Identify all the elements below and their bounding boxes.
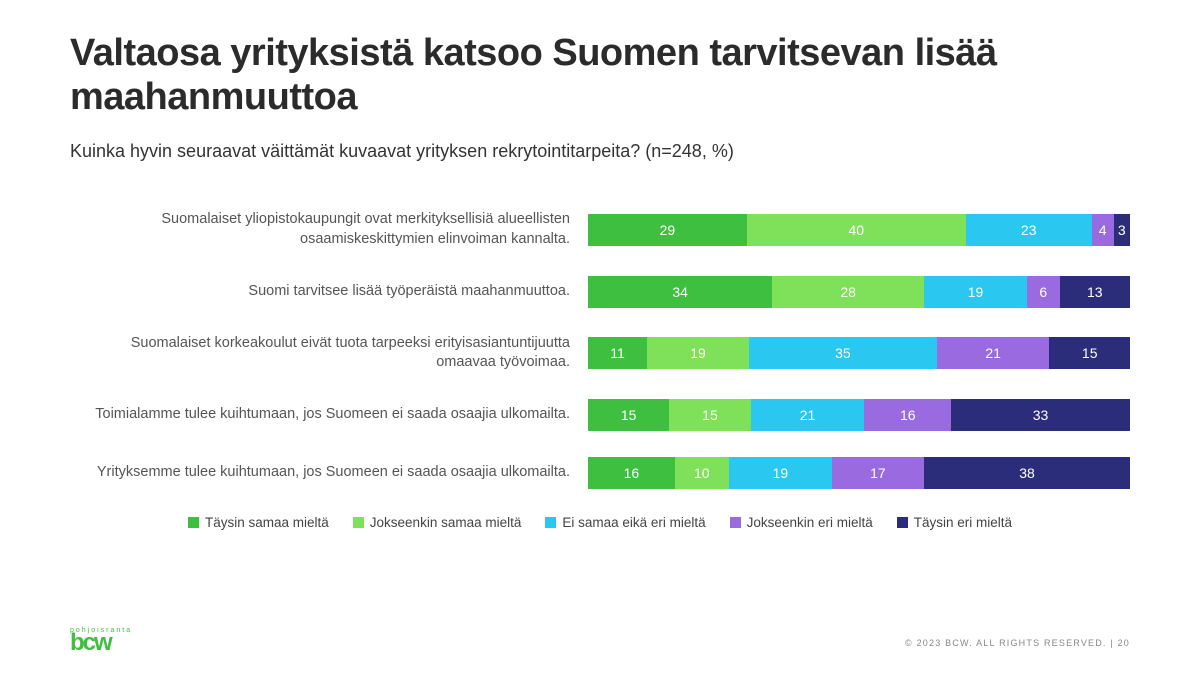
chart-row: Suomalaiset korkeakoulut eivät tuota tar… [70,334,1130,373]
bar-segment: 29 [588,214,747,246]
legend-label: Jokseenkin samaa mieltä [370,515,522,530]
legend-label: Täysin samaa mieltä [205,515,329,530]
bar-segment: 16 [588,457,675,489]
chart-row: Suomi tarvitsee lisää työperäistä maahan… [70,276,1130,308]
stacked-bar: 342819613 [588,276,1130,308]
legend-swatch [188,517,199,528]
chart-row: Yrityksemme tulee kuihtumaan, jos Suomee… [70,457,1130,489]
bar-segment: 40 [747,214,966,246]
legend-swatch [897,517,908,528]
bar-segment: 10 [675,457,729,489]
legend-item: Täysin samaa mieltä [188,515,329,530]
logo-text: bcw [70,629,111,656]
row-label: Suomalaiset korkeakoulut eivät tuota tar… [70,334,588,373]
legend-item: Ei samaa eikä eri mieltä [545,515,705,530]
legend-swatch [730,517,741,528]
bar-segment: 21 [937,337,1050,369]
row-label: Suomi tarvitsee lisää työperäistä maahan… [70,282,588,302]
legend-swatch [353,517,364,528]
bar-segment: 17 [832,457,924,489]
row-label: Toimialamme tulee kuihtumaan, jos Suomee… [70,405,588,425]
bar-segment: 34 [588,276,772,308]
bar-segment: 6 [1027,276,1060,308]
footer-logo: pohjoisranta bcw [70,629,132,652]
footer-copyright: © 2023 BCW. ALL RIGHTS RESERVED. | 20 [905,638,1130,648]
legend-label: Ei samaa eikä eri mieltä [562,515,705,530]
legend-item: Jokseenkin samaa mieltä [353,515,522,530]
bar-segment: 19 [729,457,832,489]
bar-segment: 11 [588,337,647,369]
bar-segment: 15 [669,399,750,431]
bar-segment: 35 [749,337,937,369]
stacked-bar-chart: Suomalaiset yliopistokaupungit ovat merk… [70,210,1130,488]
legend-label: Jokseenkin eri mieltä [747,515,873,530]
bar-segment: 28 [772,276,924,308]
bar-segment: 3 [1114,214,1130,246]
bcw-logo: pohjoisranta bcw [70,629,132,652]
bar-segment: 23 [966,214,1092,246]
legend-swatch [545,517,556,528]
bar-segment: 38 [924,457,1130,489]
bar-segment: 19 [924,276,1027,308]
bar-segment: 16 [864,399,951,431]
bar-segment: 15 [588,399,669,431]
bar-segment: 4 [1092,214,1114,246]
chart-legend: Täysin samaa mieltä Jokseenkin samaa miel… [70,515,1130,530]
slide: Valtaosa yrityksistä katsoo Suomen tarvi… [0,0,1200,674]
stacked-bar: 1119352115 [588,337,1130,369]
stacked-bar: 1515211633 [588,399,1130,431]
bar-segment: 21 [751,399,865,431]
stacked-bar: 29402343 [588,214,1130,246]
legend-item: Jokseenkin eri mieltä [730,515,873,530]
row-label: Suomalaiset yliopistokaupungit ovat merk… [70,210,588,249]
bar-segment: 13 [1060,276,1130,308]
chart-row: Suomalaiset yliopistokaupungit ovat merk… [70,210,1130,249]
slide-subtitle: Kuinka hyvin seuraavat väittämät kuvaava… [70,141,1130,162]
bar-segment: 19 [647,337,749,369]
legend-label: Täysin eri mieltä [914,515,1012,530]
bar-segment: 33 [951,399,1130,431]
bar-segment: 15 [1049,337,1129,369]
slide-title: Valtaosa yrityksistä katsoo Suomen tarvi… [70,32,1130,119]
stacked-bar: 1610191738 [588,457,1130,489]
chart-row: Toimialamme tulee kuihtumaan, jos Suomee… [70,399,1130,431]
row-label: Yrityksemme tulee kuihtumaan, jos Suomee… [70,463,588,483]
legend-item: Täysin eri mieltä [897,515,1012,530]
